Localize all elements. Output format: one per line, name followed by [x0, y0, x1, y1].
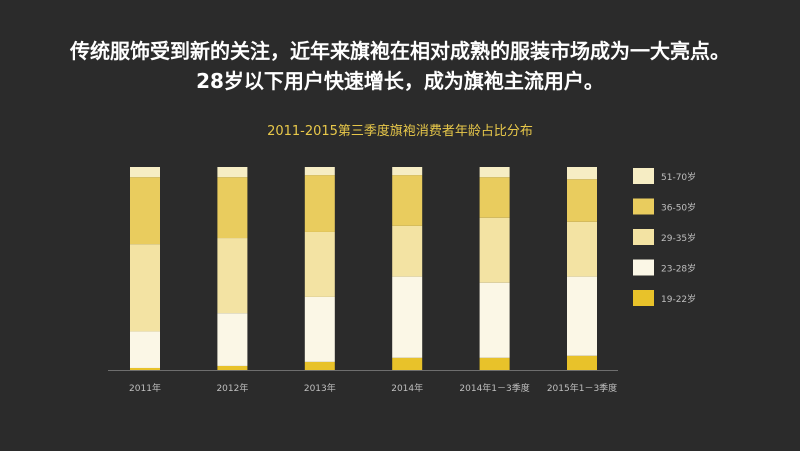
bar-segment-4-2	[392, 276, 423, 358]
x-tick-label: 2015年1－3季度	[547, 382, 617, 394]
bar-segment-5-1	[479, 357, 510, 370]
bar-segment-5-3	[479, 217, 510, 283]
legend-label: 29-35岁	[661, 232, 696, 244]
legend-label: 19-22岁	[661, 293, 696, 305]
headline: 传统服饰受到新的关注，近年来旗袍在相对成熟的服装市场成为一大亮点。 28岁以下用…	[0, 36, 800, 96]
x-tick-label: 2014年1－3季度	[459, 382, 529, 394]
legend-swatch	[633, 168, 654, 184]
bar-segment-4-3	[392, 225, 423, 277]
bar-segment-2-4	[217, 177, 248, 239]
legend-label: 36-50岁	[661, 202, 696, 214]
bar-segment-4-1	[392, 357, 423, 370]
legend-swatch	[633, 229, 654, 245]
bar-segment-2-3	[217, 238, 248, 314]
bar-segment-1-2	[130, 331, 160, 368]
headline-line-2: 28岁以下用户快速增长，成为旗袍主流用户。	[196, 69, 604, 93]
bar-segment-6-4	[567, 179, 597, 222]
bar-segment-3-3	[304, 231, 335, 297]
legend-swatch	[633, 198, 654, 215]
bar-segment-2-5	[217, 167, 248, 178]
legend-swatch	[633, 290, 654, 306]
bar-segment-3-5	[304, 167, 335, 176]
bar-segment-6-1	[567, 355, 597, 370]
bar-segment-6-2	[567, 276, 597, 356]
bar-segment-1-3	[130, 244, 160, 332]
chart-title: 2011-2015第三季度旗袍消费者年龄占比分布	[267, 124, 533, 139]
bar-segment-1-1	[130, 367, 160, 370]
bar-segment-5-5	[479, 167, 510, 178]
bar-segment-3-4	[304, 175, 335, 232]
bar-segment-4-5	[392, 167, 423, 176]
bar-segment-2-2	[217, 313, 248, 366]
legend-swatch	[633, 259, 654, 276]
bar-segment-5-4	[479, 177, 510, 218]
bar-segment-4-4	[392, 175, 423, 226]
bar-segment-3-2	[304, 296, 335, 362]
bar-segment-3-1	[304, 361, 335, 370]
bar-segment-6-5	[567, 167, 597, 180]
bar-segment-6-3	[567, 221, 597, 277]
x-tick-label: 2011年	[129, 382, 161, 394]
bar-segment-1-4	[130, 177, 160, 245]
x-tick-label: 2013年	[304, 382, 336, 394]
x-tick-label: 2014年	[391, 382, 423, 394]
bar-segment-2-1	[217, 365, 248, 370]
headline-line-1: 传统服饰受到新的关注，近年来旗袍在相对成熟的服装市场成为一大亮点。	[70, 39, 730, 63]
bar-segment-1-5	[130, 167, 160, 178]
bar-segment-5-2	[479, 282, 510, 358]
x-tick-label: 2012年	[216, 382, 248, 394]
legend-label: 51-70岁	[661, 171, 696, 183]
legend-label: 23-28岁	[661, 263, 696, 275]
